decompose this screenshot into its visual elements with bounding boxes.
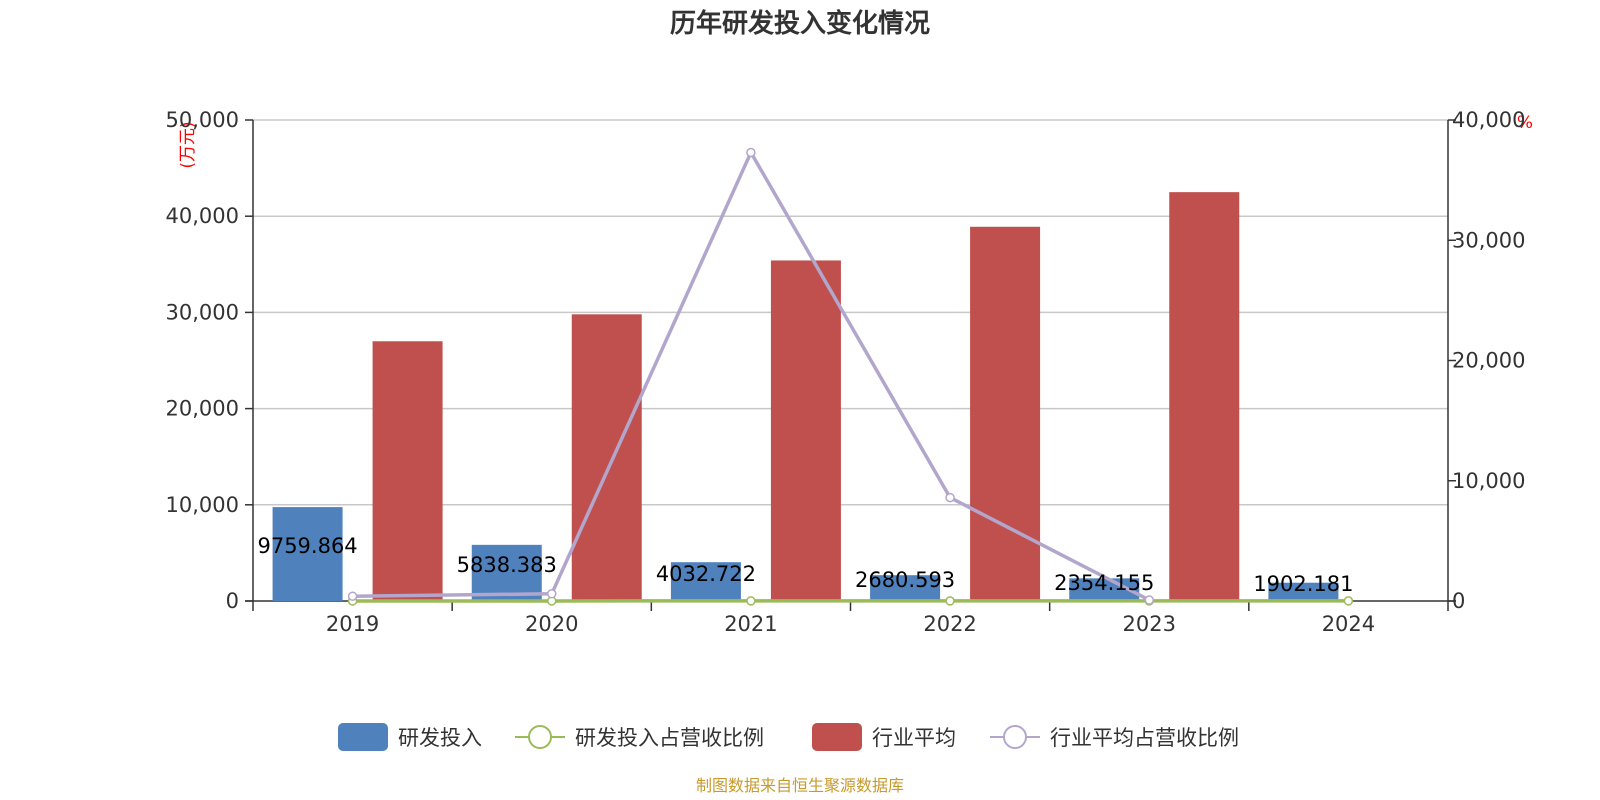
bar-industry [571, 314, 642, 601]
legend-marker [1003, 725, 1027, 749]
line-point [945, 596, 955, 606]
legend-label: 行业平均占营收比例 [1050, 726, 1239, 750]
legend-label: 研发投入占营收比例 [575, 726, 764, 750]
legend-label: 行业平均 [872, 726, 956, 750]
line-point [746, 147, 756, 158]
data-labels: 9759.864 5838.383 4032.722 2680.593 2354.155… [257, 534, 1353, 596]
data-label: 4032.722 [656, 562, 756, 586]
x-tick-label: 2019 [326, 612, 379, 636]
right-tick-label: 20,000 [1452, 349, 1525, 373]
legend-swatch [812, 723, 862, 751]
bar-rd [1268, 582, 1339, 601]
x-tick-label: 2022 [923, 612, 976, 636]
axes: 0 10,000 20,000 30,000 40,000 50,000 0 10,000 20… [166, 108, 1526, 636]
bar-industry [770, 260, 841, 601]
lines [347, 147, 1354, 606]
bar-industry [1169, 192, 1240, 601]
line-point [1144, 595, 1154, 605]
legend-swatch [338, 723, 388, 751]
legend-label: 研发投入 [398, 726, 482, 750]
x-tick-label: 2020 [525, 612, 578, 636]
data-label: 5838.383 [457, 553, 557, 577]
line-point [347, 591, 358, 601]
bar-rd [471, 544, 542, 601]
bar-rd [272, 507, 343, 601]
legend-marker [528, 725, 552, 749]
bars [272, 192, 1339, 602]
line-point [547, 589, 557, 599]
left-tick-label: 40,000 [166, 204, 239, 228]
right-tick-label: 0 [1452, 589, 1465, 613]
chart-title: 历年研发投入变化情况 [670, 8, 930, 39]
bar-rd [870, 575, 941, 601]
data-label: 9759.864 [257, 534, 357, 558]
line-point [1343, 596, 1354, 606]
bar-industry [372, 341, 443, 601]
bar-rd [670, 562, 741, 601]
legend: 研发投入 研发投入占营收比例 行业平均 行业平均占营收比例 [338, 723, 1239, 751]
source-note: 制图数据来自恒生聚源数据库 [696, 776, 904, 795]
left-tick-label: 50,000 [166, 108, 239, 132]
data-label: 2680.593 [855, 568, 955, 592]
left-tick-label: 0 [226, 589, 239, 613]
left-axis-unit: (万元) [178, 121, 198, 168]
left-tick-label: 30,000 [166, 300, 239, 324]
grid-lines [253, 119, 1448, 506]
data-label: 1902.181 [1253, 572, 1353, 596]
left-tick-label: 10,000 [166, 493, 239, 517]
left-tick-label: 20,000 [166, 397, 239, 421]
x-tick-label: 2024 [1322, 612, 1375, 636]
right-tick-label: 10,000 [1452, 469, 1525, 493]
line-point [945, 492, 955, 503]
right-axis-unit: % [1517, 113, 1533, 133]
right-tick-label: 40,000 [1452, 108, 1525, 132]
line-point [746, 596, 756, 606]
bar-industry [970, 226, 1041, 602]
x-tick-label: 2021 [724, 612, 777, 636]
data-label: 2354.155 [1054, 571, 1154, 595]
right-tick-label: 30,000 [1452, 228, 1525, 252]
x-tick-label: 2023 [1123, 612, 1176, 636]
